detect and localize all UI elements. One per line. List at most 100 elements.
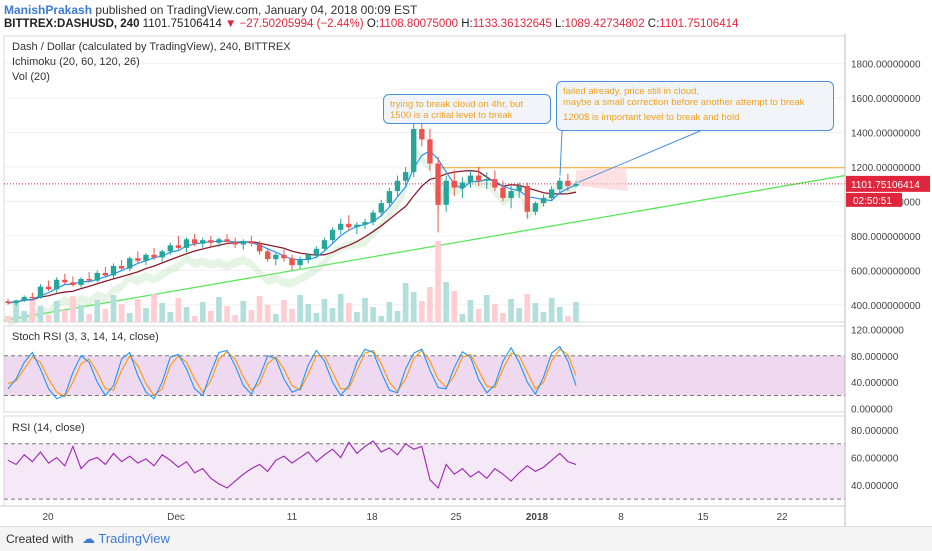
price-tick-label: 1600.00000000 bbox=[851, 94, 921, 105]
candle bbox=[143, 253, 149, 266]
candle bbox=[394, 175, 401, 197]
volume-bar bbox=[565, 316, 571, 322]
volume-bar bbox=[516, 308, 523, 322]
volume-bar bbox=[70, 296, 76, 322]
stoch-d-line bbox=[7, 348, 577, 398]
high-value: 1133.36132645 bbox=[472, 18, 552, 30]
candle-body bbox=[183, 239, 190, 248]
time-tick-label: 18 bbox=[366, 512, 378, 523]
candle-body bbox=[78, 278, 84, 285]
published-text: published on TradingView.com, January 04… bbox=[95, 3, 418, 17]
candle-body bbox=[240, 241, 246, 245]
candle bbox=[256, 241, 263, 255]
candle-body bbox=[118, 266, 125, 269]
volume-bar bbox=[362, 298, 368, 322]
candle bbox=[37, 284, 44, 299]
axes: 1800.00000000 1600.00000000 1400.00000000 1… bbox=[0, 34, 930, 526]
candle bbox=[443, 175, 449, 212]
time-tick-label: 8 bbox=[618, 512, 624, 523]
candle-body bbox=[102, 272, 109, 276]
ichimoku-cloud-future bbox=[576, 166, 628, 192]
candle bbox=[135, 251, 141, 264]
volume-bar bbox=[451, 291, 458, 322]
change-value: −27.50205994 (−2.44%) bbox=[239, 18, 364, 30]
volume-bar bbox=[216, 297, 222, 322]
volume-bar bbox=[118, 304, 125, 322]
candle bbox=[62, 273, 68, 285]
price-tick-label: 1800.00000000 bbox=[851, 60, 921, 71]
tradingview-cloud-icon: ☁ bbox=[82, 531, 95, 546]
volume-bar bbox=[394, 311, 401, 322]
candle bbox=[13, 299, 19, 306]
open-value: 1108.80075000 bbox=[378, 18, 459, 30]
volume-bar bbox=[427, 287, 433, 322]
price-tick-label: 400.000000000 bbox=[851, 301, 921, 312]
candle bbox=[459, 177, 466, 198]
candle bbox=[321, 237, 328, 252]
volume-bar bbox=[151, 294, 157, 322]
candle-body bbox=[492, 179, 498, 188]
candle bbox=[248, 235, 255, 247]
candle-body bbox=[70, 282, 76, 285]
candle bbox=[346, 215, 352, 231]
chart-title: Dash / Dollar (calculated by TradingView… bbox=[12, 41, 291, 53]
footer: Created with ☁ TradingView bbox=[0, 526, 932, 551]
volume-bar bbox=[532, 303, 539, 322]
candle bbox=[435, 156, 441, 233]
band-fill bbox=[4, 443, 845, 500]
candle-body bbox=[208, 240, 214, 243]
volume-bar bbox=[443, 282, 450, 322]
volume-bar bbox=[126, 313, 133, 322]
candle bbox=[151, 247, 157, 260]
candle-body bbox=[362, 222, 368, 225]
countdown-label: 02:50:51 bbox=[853, 196, 892, 207]
candle-body bbox=[321, 240, 328, 249]
volume-bar bbox=[483, 295, 490, 322]
annotation-right-line-2: maybe a small correction before another … bbox=[563, 97, 805, 108]
volume-bar bbox=[573, 302, 579, 322]
tradingview-logo[interactable]: ☁ TradingView bbox=[82, 531, 170, 547]
close-value: 1101.75106414 bbox=[659, 18, 739, 30]
candle bbox=[557, 177, 563, 193]
candle-body bbox=[297, 259, 303, 266]
candle bbox=[329, 227, 336, 243]
candle bbox=[118, 259, 125, 271]
price-pane[interactable] bbox=[3, 35, 846, 326]
volume-bar bbox=[110, 295, 117, 322]
close-label: C: bbox=[647, 18, 660, 30]
candle bbox=[402, 166, 409, 188]
candle-body bbox=[289, 258, 295, 266]
price-tick-label: 1400.00000000 bbox=[851, 128, 921, 139]
volume-bar bbox=[143, 308, 149, 322]
candle-body bbox=[5, 301, 11, 304]
rsi-title[interactable]: RSI (14, close) bbox=[12, 422, 85, 434]
volume-bar bbox=[102, 309, 109, 322]
stoch-rsi-title[interactable]: Stoch RSI (3, 3, 14, 14, close) bbox=[12, 331, 159, 343]
annotation-right[interactable]: failed already, price still in cloud, ma… bbox=[556, 81, 834, 131]
volume-legend[interactable]: Vol (20) bbox=[12, 71, 50, 83]
candle bbox=[216, 237, 222, 248]
volume-bar bbox=[191, 316, 198, 322]
candle-body bbox=[484, 179, 490, 181]
candle-body bbox=[281, 254, 287, 259]
volume-bar bbox=[402, 283, 409, 322]
volume-bar bbox=[159, 303, 166, 322]
rsi-pane[interactable] bbox=[3, 415, 846, 507]
volume-bar bbox=[418, 301, 425, 322]
candle-body bbox=[191, 239, 198, 244]
time-tick-label: 25 bbox=[450, 512, 462, 523]
candle-body bbox=[532, 203, 539, 212]
volume-bar bbox=[475, 309, 482, 322]
candle bbox=[240, 239, 246, 250]
annotation-left[interactable]: trying to break cloud on 4hr, but 1500 i… bbox=[383, 94, 551, 124]
osc-tick-label: 80.000000 bbox=[851, 352, 899, 363]
volume-bar bbox=[321, 299, 328, 322]
volume-bar bbox=[345, 303, 352, 322]
volume-bar bbox=[21, 311, 28, 322]
candle-body bbox=[524, 185, 530, 212]
candle bbox=[411, 123, 417, 178]
author-link[interactable]: ManishPrakash bbox=[4, 3, 93, 17]
ichimoku-legend[interactable]: Ichimoku (20, 60, 120, 26) bbox=[12, 56, 140, 68]
candle bbox=[475, 166, 482, 186]
stoch-rsi-pane[interactable] bbox=[3, 325, 846, 413]
